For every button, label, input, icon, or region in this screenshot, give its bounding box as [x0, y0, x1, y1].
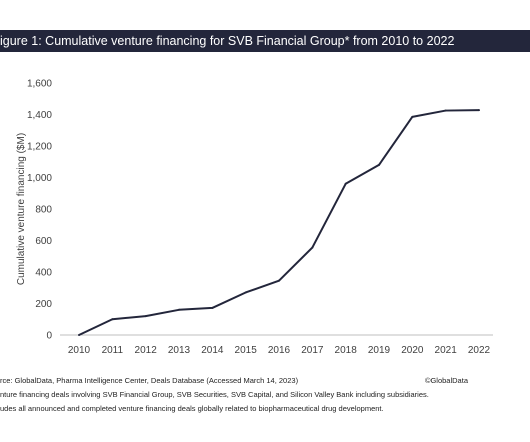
x-tick-label: 2018: [335, 345, 358, 356]
line-chart: 0 200 400 600 800 1,000 1,200 1,400 1,600 2010 201…: [16, 79, 493, 356]
data-point: [444, 109, 447, 112]
x-tick-label: 2014: [201, 345, 224, 356]
y-tick-label: 800: [35, 205, 52, 216]
data-point: [244, 291, 247, 294]
data-point: [144, 315, 147, 318]
footnote-deals: nture financing deals involving SVB Fina…: [0, 390, 429, 399]
y-tick-label: 1,400: [27, 110, 52, 121]
footnote-scope: udes all announced and completed venture…: [0, 404, 384, 413]
y-tick-label: 1,200: [27, 142, 52, 153]
x-tick-label: 2022: [468, 345, 491, 356]
data-point: [178, 308, 180, 311]
source-note: rce: GlobalData, Pharma Intelligence Cen…: [0, 376, 299, 385]
data-point: [478, 109, 480, 112]
x-tick-label: 2012: [135, 345, 158, 356]
x-tick-label: 2011: [102, 345, 124, 356]
y-tick-label: 200: [35, 299, 52, 310]
data-point: [278, 279, 280, 282]
data-point: [111, 318, 114, 321]
x-tick-label: 2021: [435, 345, 458, 356]
y-tick-label: 600: [35, 236, 52, 247]
series-line: [78, 109, 480, 336]
y-tick-label: 0: [46, 331, 52, 342]
y-tick-label: 400: [35, 268, 52, 279]
y-tick-label: 1,000: [27, 173, 52, 184]
data-point: [211, 306, 214, 309]
x-tick-label: 2015: [235, 345, 258, 356]
y-axis-label: Cumulative venture financing ($M): [16, 133, 27, 285]
x-tick-label: 2010: [68, 345, 91, 356]
chart-title-bar: igure 1: Cumulative venture financing fo…: [0, 30, 530, 52]
x-tick-label: 2020: [401, 345, 424, 356]
x-tick-label: 2017: [301, 345, 324, 356]
chart-title: igure 1: Cumulative venture financing fo…: [0, 34, 455, 48]
y-tick-label: 1,600: [27, 79, 52, 90]
x-tick-label: 2016: [268, 345, 291, 356]
data-point: [411, 115, 414, 118]
copyright-note: ©GlobalData: [424, 376, 468, 385]
x-tick-label: 2013: [168, 345, 191, 356]
data-point: [344, 182, 347, 185]
data-point: [78, 334, 80, 336]
data-point: [311, 246, 314, 249]
x-tick-label: 2019: [368, 345, 391, 356]
data-point: [378, 163, 380, 166]
